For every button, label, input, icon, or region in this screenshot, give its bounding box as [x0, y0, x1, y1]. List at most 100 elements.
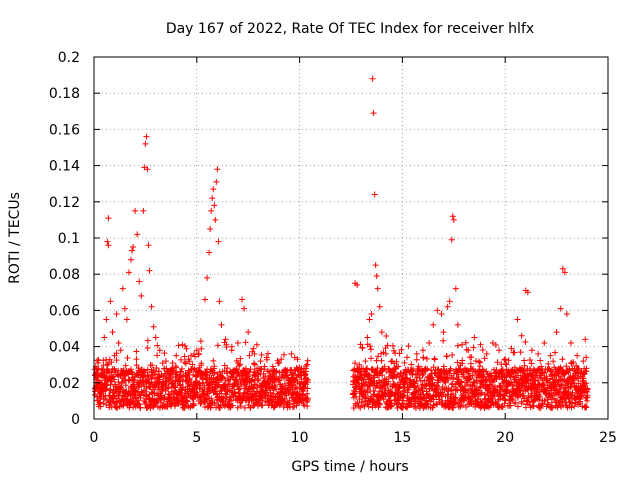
data-point: [541, 398, 548, 405]
data-point: [353, 393, 360, 400]
data-point: [354, 400, 361, 407]
data-point: [512, 399, 519, 406]
data-point: [583, 404, 590, 411]
data-point: [190, 400, 197, 407]
data-points: [91, 75, 591, 412]
data-point: [125, 377, 132, 384]
data-point: [416, 375, 423, 382]
data-point: [247, 366, 254, 373]
data-point: [496, 347, 503, 354]
data-point: [499, 404, 506, 411]
data-point: [124, 355, 131, 362]
data-point: [146, 267, 153, 274]
data-point: [254, 371, 261, 378]
data-point: [372, 262, 379, 269]
data-point: [301, 402, 308, 409]
data-point: [570, 376, 577, 383]
data-point: [242, 339, 249, 346]
data-point: [113, 311, 120, 318]
data-point: [148, 303, 155, 310]
data-point: [360, 402, 367, 409]
data-point: [557, 305, 564, 312]
data-point: [530, 402, 537, 409]
data-point: [132, 207, 139, 214]
data-point: [208, 395, 215, 402]
data-point: [358, 399, 365, 406]
data-point: [198, 345, 205, 352]
data-point: [118, 380, 125, 387]
data-point: [302, 371, 309, 378]
data-point: [559, 398, 566, 405]
data-point: [221, 402, 228, 409]
data-point: [251, 369, 258, 376]
data-point: [218, 321, 225, 328]
data-point: [111, 365, 118, 372]
data-point: [275, 376, 282, 383]
data-point: [373, 382, 380, 389]
data-point: [177, 368, 184, 375]
data-point: [570, 358, 577, 365]
data-point: [372, 402, 379, 409]
data-point: [583, 354, 590, 361]
data-point: [158, 392, 165, 399]
data-point: [477, 359, 484, 366]
data-point: [501, 400, 508, 407]
data-point: [451, 395, 458, 402]
data-point: [297, 368, 304, 375]
data-point: [362, 358, 369, 365]
data-point: [508, 395, 515, 402]
data-point: [101, 334, 108, 341]
data-point: [223, 341, 230, 348]
data-point: [130, 244, 137, 251]
data-point: [198, 360, 205, 367]
data-point: [154, 352, 161, 359]
data-point: [350, 377, 357, 384]
data-point: [179, 341, 186, 348]
data-point: [526, 357, 533, 364]
data-point: [355, 403, 362, 410]
y-tick-label: 0.12: [49, 195, 80, 211]
data-point: [116, 383, 123, 390]
data-point: [434, 307, 441, 314]
data-point: [138, 292, 145, 299]
data-point: [552, 349, 559, 356]
data-point: [182, 343, 189, 350]
data-point: [447, 365, 454, 372]
data-point: [267, 389, 274, 396]
data-point: [219, 374, 226, 381]
data-point: [175, 342, 182, 349]
data-point: [143, 133, 150, 140]
data-point: [553, 329, 560, 336]
data-point: [464, 381, 471, 388]
data-point: [519, 392, 526, 399]
data-point: [95, 359, 102, 366]
data-point: [503, 361, 510, 368]
data-point: [97, 403, 104, 410]
data-point: [103, 373, 110, 380]
data-point: [159, 360, 166, 367]
data-point: [413, 350, 420, 357]
data-point: [454, 376, 461, 383]
data-point: [211, 400, 218, 407]
data-point: [104, 238, 111, 245]
data-point: [583, 387, 590, 394]
data-point: [449, 351, 456, 358]
data-point: [545, 360, 552, 367]
data-point: [210, 357, 217, 364]
data-point: [502, 356, 509, 363]
data-point: [105, 215, 112, 222]
data-point: [205, 390, 212, 397]
data-point: [265, 350, 272, 357]
data-point: [507, 402, 514, 409]
data-point: [286, 401, 293, 408]
data-point: [303, 362, 310, 369]
data-point: [276, 369, 283, 376]
data-point: [269, 363, 276, 370]
data-point: [107, 298, 114, 305]
data-point: [144, 337, 151, 344]
data-point: [354, 282, 361, 289]
data-point: [404, 354, 411, 361]
data-point: [351, 360, 358, 367]
data-point: [419, 387, 426, 394]
data-point: [442, 379, 449, 386]
